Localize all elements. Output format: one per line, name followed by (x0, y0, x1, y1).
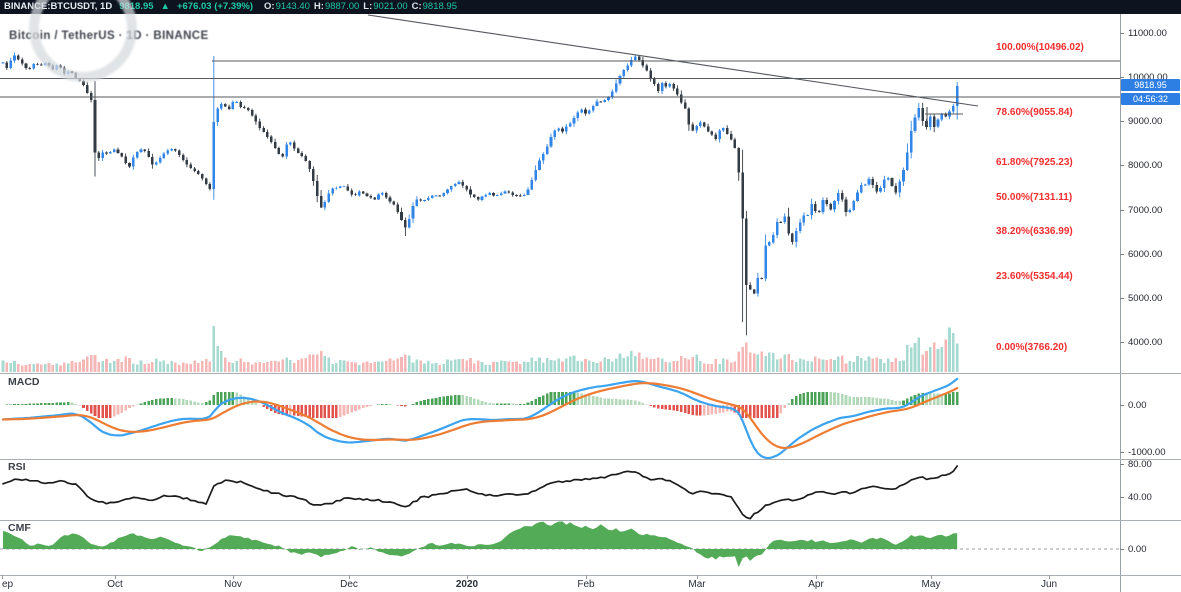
rsi-pane-label: RSI (8, 461, 26, 473)
ohlc-label: C: (411, 1, 422, 12)
rsi-line (2, 465, 959, 520)
time-axis-tick (931, 575, 932, 579)
last-price: 9818.95 (119, 1, 154, 12)
price-scale-tick (1120, 405, 1124, 406)
price-scale-tick (1120, 121, 1124, 122)
macd-histogram (5, 392, 959, 418)
ohlc-label: O: (264, 1, 275, 12)
rsi-axis-label: 40.00 (1128, 492, 1152, 503)
time-axis-tick (467, 575, 468, 579)
fib-level-label: 50.00%(7131.11) (996, 192, 1073, 203)
symbol-info-bar: BINANCE:BTCUSDT, 1D 9818.95 ▲ +676.03 (+… (0, 0, 1181, 14)
cmf-axis-label: 0.00 (1128, 544, 1147, 555)
price-scale-border (1120, 14, 1121, 592)
time-axis-label: Dec (340, 579, 358, 590)
price-scale-tick (1120, 452, 1124, 453)
cmf-pane-label: CMF (8, 522, 31, 534)
price-scale-tick (1120, 342, 1124, 343)
macd-line (1, 377, 959, 460)
trendline-drawings (0, 14, 1120, 126)
price-axis-label: 6000.00 (1128, 249, 1163, 260)
fib-level-label: 78.60%(9055.84) (996, 107, 1073, 118)
time-axis-tick (349, 575, 350, 579)
ohlc-label: H: (313, 1, 324, 12)
price-axis-label: 8000.00 (1128, 160, 1163, 171)
time-axis-label: ep (2, 579, 14, 590)
price-axis-label: 10000.00 (1128, 72, 1168, 83)
macd-axis-label: 0.00 (1128, 400, 1147, 411)
last-price-label: 9818.95 (1121, 79, 1180, 91)
price-scale-tick (1120, 33, 1124, 34)
price-scale-tick (1120, 210, 1124, 211)
ohlc-value: 9143.40 (275, 1, 310, 12)
time-axis-label: 2020 (455, 579, 479, 590)
time-axis-tick (2, 575, 3, 579)
price-axis-label: 11000.00 (1128, 28, 1167, 39)
ohlc-label: L: (363, 1, 373, 12)
volume-bars (1, 325, 959, 372)
macd-signal-line (1, 382, 959, 450)
macd-axis-label: -1000.00 (1128, 447, 1166, 458)
macd-pane-label: MACD (8, 376, 40, 388)
rsi-axis-label: 80.00 (1128, 459, 1152, 470)
time-axis-tick (697, 575, 698, 579)
pane-separator-volume-macd[interactable] (0, 373, 1181, 374)
price-axis-label: 9000.00 (1128, 116, 1163, 127)
price-scale-tick (1120, 165, 1124, 166)
candle-bodies (1, 55, 959, 294)
time-axis-label: Apr (808, 579, 824, 590)
ohlc-value: 9021.00 (373, 1, 408, 12)
price-scale-tick (1120, 298, 1124, 299)
price-change: +676.03 (+7.39%) (176, 1, 254, 12)
ohlc-value: 9887.00 (324, 1, 360, 12)
time-axis-tick (816, 575, 817, 579)
candle-wicks (2, 52, 958, 336)
price-scale-tick (1120, 464, 1124, 465)
time-axis-label: Feb (577, 579, 595, 590)
price-scale-tick (1120, 497, 1124, 498)
up-arrow-icon: ▲ (160, 1, 170, 12)
price-scale-tick (1120, 549, 1124, 550)
time-axis-tick (233, 575, 234, 579)
time-axis-label: May (921, 579, 941, 590)
price-scale-tick (1120, 254, 1124, 255)
price-scale-tick (1120, 77, 1124, 78)
fib-level-label: 38.20%(6336.99) (996, 226, 1073, 237)
ohlc-values: O:9143.40 H:9887.00 L:9021.00 C:9818.95 (260, 0, 457, 14)
fib-level-label: 61.80%(7925.23) (996, 157, 1073, 168)
time-axis-label: Jun (1040, 579, 1058, 590)
time-axis-label: Mar (688, 579, 706, 590)
fib-level-label: 100.00%(10496.02) (996, 42, 1084, 53)
bar-countdown-label: 04:56:32 (1121, 92, 1180, 105)
time-axis-tick (115, 575, 116, 579)
time-axis-tick (586, 575, 587, 579)
time-axis-label: Nov (224, 579, 242, 590)
time-axis-tick (1049, 575, 1050, 579)
pane-separator-time-axis (0, 575, 1181, 576)
ohlc-value: 9818.95 (422, 1, 457, 12)
price-axis-label: 5000.00 (1128, 293, 1163, 304)
price-axis-label: 4000.00 (1128, 337, 1163, 348)
fib-level-label: 0.00%(3766.20) (996, 342, 1068, 353)
time-axis-label: Oct (107, 579, 123, 590)
pane-separator-rsi-cmf[interactable] (0, 520, 1181, 521)
price-axis-label: 7000.00 (1128, 205, 1163, 216)
fib-level-label: 23.60%(5354.44) (996, 271, 1073, 282)
video-watermark-logo-icon (29, 0, 137, 82)
cmf-area (3, 521, 958, 568)
pane-separator-macd-rsi[interactable] (0, 459, 1181, 460)
